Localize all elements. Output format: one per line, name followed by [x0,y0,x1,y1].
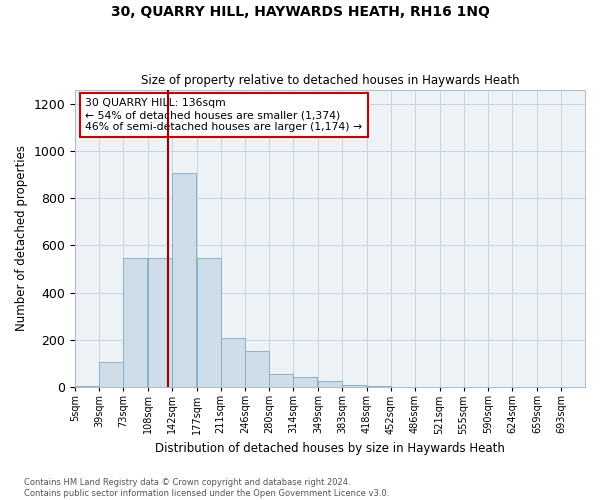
Bar [342,386,366,387]
Bar [367,386,391,387]
Bar [123,258,147,387]
Text: 30 QUARRY HILL: 136sqm
← 54% of detached houses are smaller (1,374)
46% of semi-: 30 QUARRY HILL: 136sqm ← 54% of detached… [85,98,362,132]
Bar [75,386,99,387]
Bar [293,376,317,387]
Bar [269,374,293,387]
Bar [221,338,245,387]
Bar [197,258,221,387]
Bar [318,382,342,387]
X-axis label: Distribution of detached houses by size in Haywards Heath: Distribution of detached houses by size … [155,442,505,455]
Bar [99,362,123,387]
Bar [148,258,172,387]
Title: Size of property relative to detached houses in Haywards Heath: Size of property relative to detached ho… [141,74,520,87]
Text: 30, QUARRY HILL, HAYWARDS HEATH, RH16 1NQ: 30, QUARRY HILL, HAYWARDS HEATH, RH16 1N… [110,5,490,19]
Bar [172,174,196,387]
Bar [245,350,269,387]
Text: Contains HM Land Registry data © Crown copyright and database right 2024.
Contai: Contains HM Land Registry data © Crown c… [24,478,389,498]
Y-axis label: Number of detached properties: Number of detached properties [15,146,28,332]
